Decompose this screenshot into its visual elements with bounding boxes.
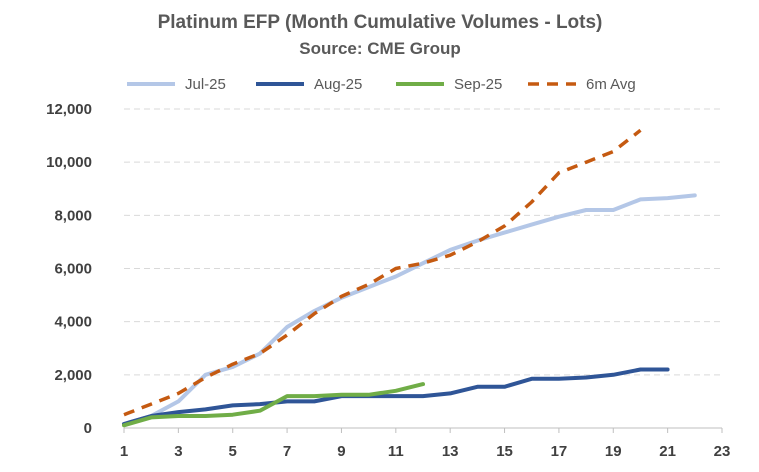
series-line-jul-25 [122, 193, 697, 426]
y-tick-label: 12,000 [46, 101, 92, 118]
x-tick-label: 23 [714, 443, 731, 460]
x-tick-label: 7 [283, 443, 291, 460]
chart-subtitle: Source: CME Group [299, 39, 461, 58]
series-line-aug-25 [122, 367, 670, 426]
legend: Jul-25 Aug-25 Sep-25 6m Avg [127, 76, 636, 93]
y-tick-label: 0 [84, 420, 92, 437]
x-tick-label: 1 [120, 443, 128, 460]
x-tick-label: 5 [229, 443, 237, 460]
gridlines [124, 108, 722, 429]
y-tick-label: 6,000 [54, 261, 92, 278]
y-tick-label: 10,000 [46, 154, 92, 171]
legend-label: Aug-25 [314, 76, 362, 93]
y-tick-label: 8,000 [54, 207, 92, 224]
series-line-6m-avg [123, 128, 642, 417]
x-tick-label: 3 [174, 443, 182, 460]
y-tick-label: 4,000 [54, 314, 92, 331]
x-tick-label: 15 [496, 443, 513, 460]
series-line-sep-25 [122, 382, 425, 428]
series-lines [122, 128, 697, 428]
legend-label: 6m Avg [586, 76, 636, 93]
x-tick-label: 19 [605, 443, 622, 460]
chart-title: Platinum EFP (Month Cumulative Volumes -… [158, 12, 603, 33]
y-tick-label: 2,000 [54, 367, 92, 384]
x-tick-label: 17 [551, 443, 568, 460]
x-tick-label: 21 [659, 443, 676, 460]
legend-label: Jul-25 [185, 76, 226, 93]
x-tick-label: 9 [337, 443, 345, 460]
x-tick-label: 11 [388, 443, 404, 460]
x-tick-label: 13 [442, 443, 459, 460]
legend-label: Sep-25 [454, 76, 502, 93]
